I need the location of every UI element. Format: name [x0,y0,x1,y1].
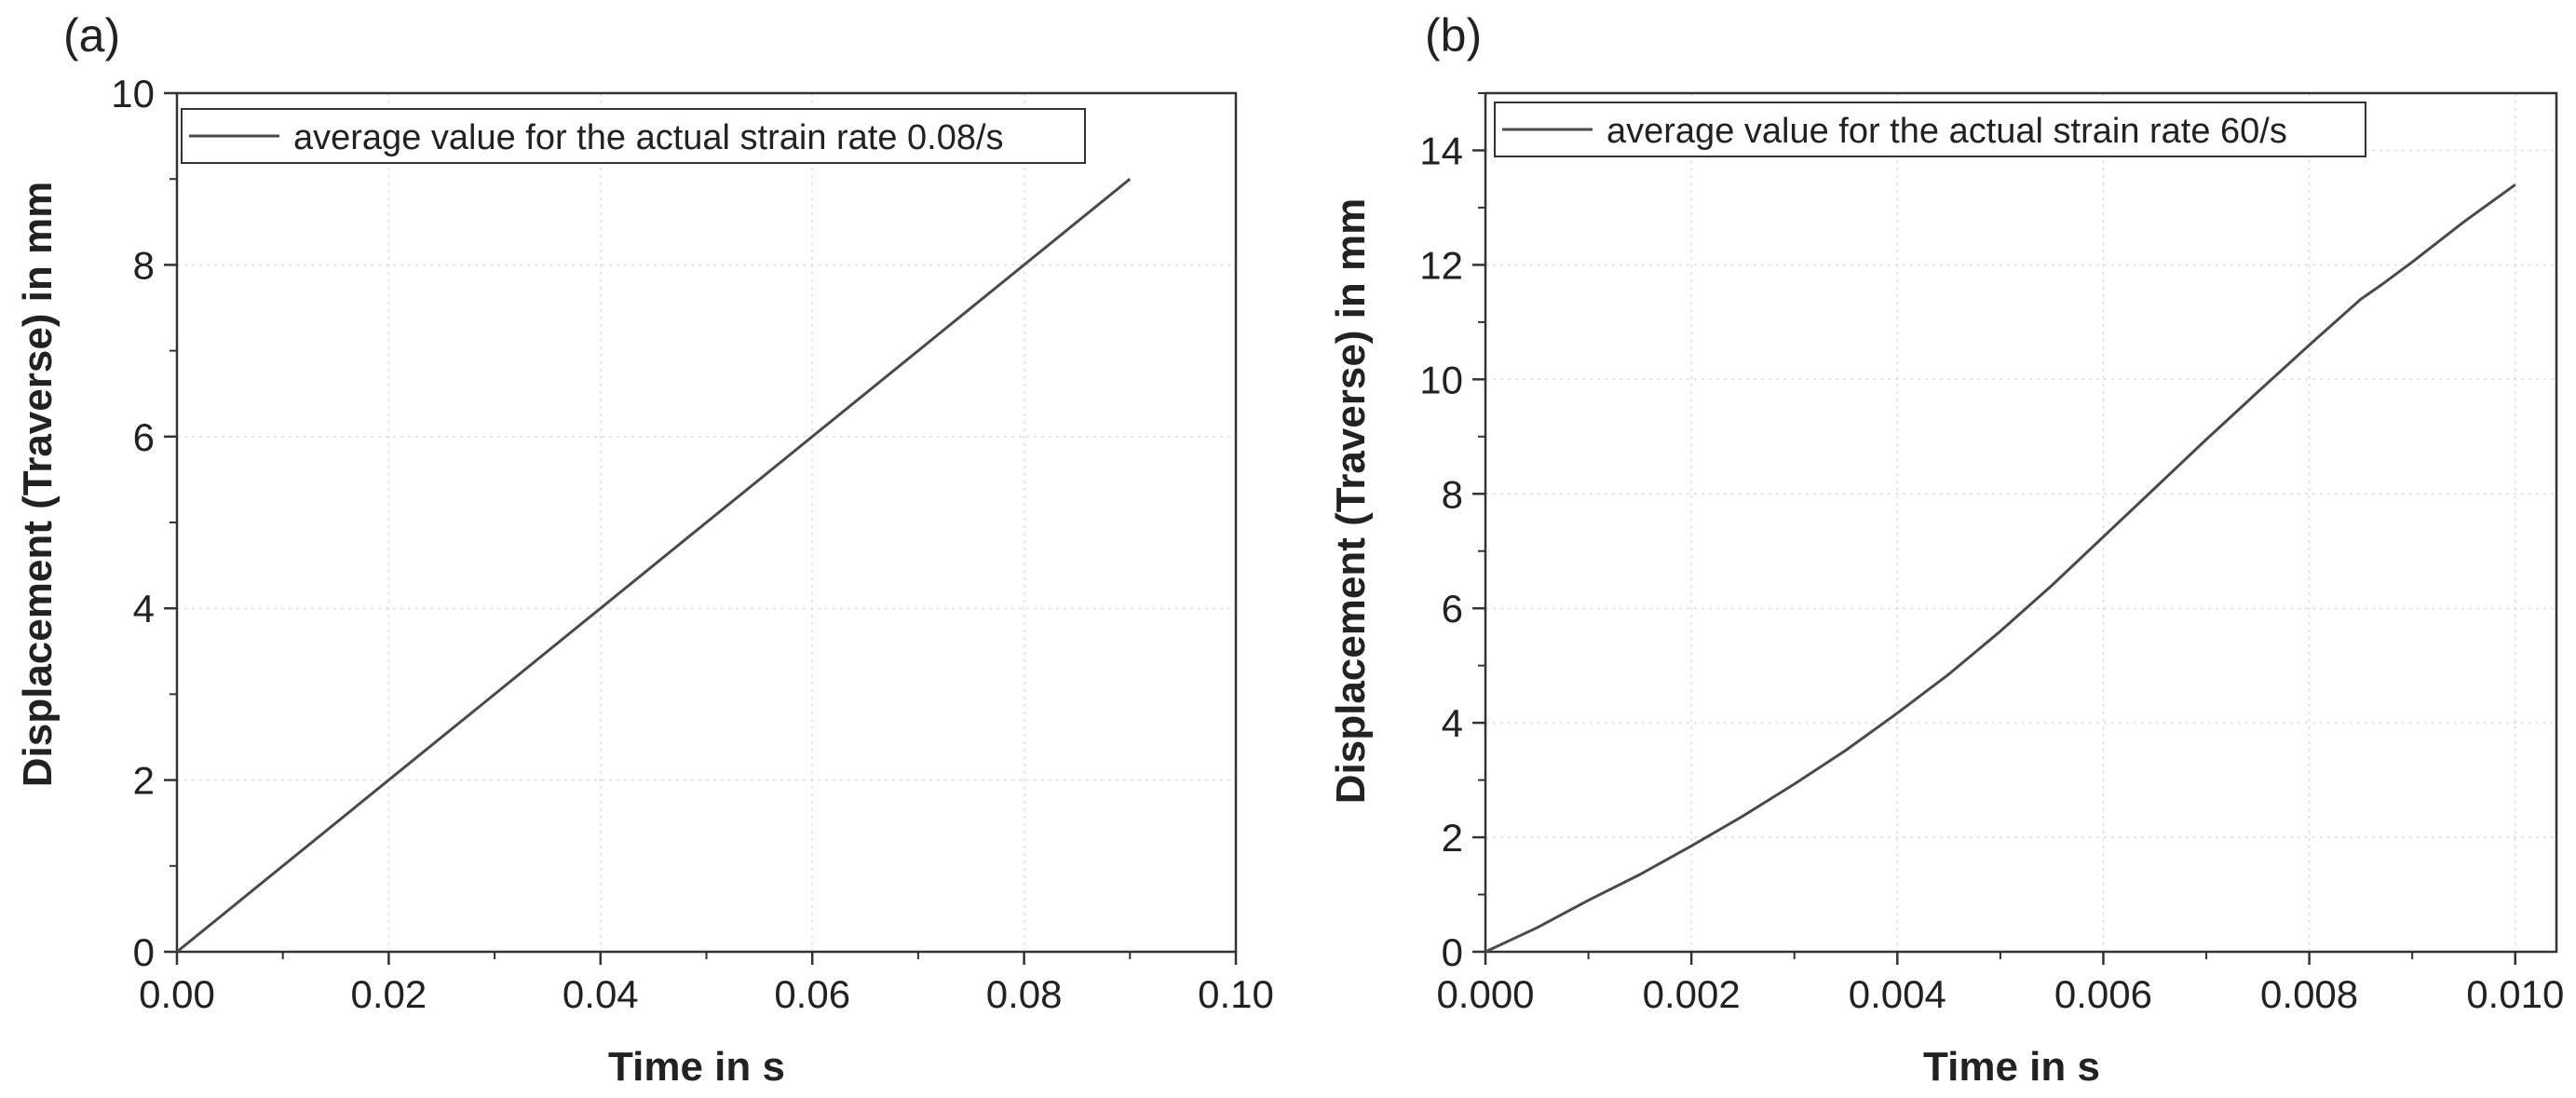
panel-a-xtick-label: 0.04 [563,972,639,1016]
panel-b-legend-box [1494,102,2366,157]
panel-a-xtick-label: 0.06 [774,972,850,1016]
panel-b-xtick-label: 0.008 [2260,972,2358,1016]
panel-a-legend-box [181,108,1086,164]
panel-a-ytick-label: 2 [133,759,155,803]
panel-a-ytick-label: 10 [111,72,155,115]
panel-b-xtick-label: 0.000 [1436,972,1534,1016]
panel-b-xtick-label: 0.002 [1643,972,1741,1016]
panel-b-xtick-labels: 0.000 0.002 0.004 0.006 0.008 0.010 [1436,972,2564,1016]
panel-b-series-line [1485,183,2516,954]
panel-b-ticks [1472,92,2517,965]
panel-b-xtick-label: 0.006 [2054,972,2152,1016]
panel-b-legend: average value for the actual strain rate… [1494,102,2366,157]
chart-panel-b: (b) 0.000 0.002 0.004 0.006 0.008 0.010 0 2 4 6 8… [1328,9,2564,1090]
panel-b-series [1485,183,2516,954]
panel-a-xtick-label: 0.02 [351,972,427,1016]
panel-a-x-axis-title: Time in s [608,1044,785,1090]
panel-b-ytick-label: 0 [1442,930,1463,974]
panel-b-ytick-label: 4 [1442,701,1463,745]
panel-a-ticks [164,91,1238,965]
panel-b-xtick-label: 0.010 [2466,972,2564,1016]
panel-a-legend: average value for the actual strain rate… [181,108,1086,164]
panel-a-label: (a) [63,9,120,61]
panel-a-grid [177,93,1236,952]
panel-b-grid [1485,93,2556,952]
panel-b-ytick-label: 8 [1442,472,1463,516]
panel-a-xtick-label: 0.10 [1198,972,1274,1016]
panel-a-y-axis-title: Displacement (Traverse) in mm [15,182,61,787]
panel-b-ytick-label: 10 [1419,358,1463,401]
panel-a-ytick-label: 4 [133,587,155,630]
panel-a-ytick-label: 0 [133,930,155,974]
panel-a-ytick-label: 8 [133,243,155,287]
panel-b-legend-label: average value for the actual strain rate… [1607,112,2287,151]
panel-b-xtick-label: 0.004 [1849,972,1946,1016]
panel-b-y-axis-title: Displacement (Traverse) in mm [1328,198,1374,804]
panel-b-plot-frame [1484,91,2558,954]
panel-a-xtick-labels: 0.00 0.02 0.04 0.06 0.08 0.10 [139,972,1274,1016]
panel-a-ytick-label: 6 [133,415,155,459]
panel-b-ytick-label: 6 [1442,587,1463,630]
panel-b-ytick-label: 14 [1419,129,1463,172]
panel-a-xtick-label: 0.00 [139,972,215,1016]
panel-b-ytick-label: 2 [1442,816,1463,860]
panel-a-series [176,178,1132,954]
panel-a-xtick-label: 0.08 [986,972,1063,1016]
panel-b-x-axis-title: Time in s [1923,1044,2100,1090]
panel-b-label: (b) [1425,9,1482,61]
panel-a-legend-label: average value for the actual strain rate… [293,118,1004,157]
panel-b-ytick-labels: 0 2 4 6 8 10 12 14 [1419,129,1463,974]
panel-a-series-line [176,178,1132,954]
chart-panel-a: (a) 0.00 0.02 0.04 0.06 0.08 0.10 0 2 4 6 8 10 Tim… [15,9,1274,1090]
panel-b-ytick-label: 12 [1419,243,1463,287]
panel-a-ytick-labels: 0 2 4 6 8 10 [111,72,155,974]
